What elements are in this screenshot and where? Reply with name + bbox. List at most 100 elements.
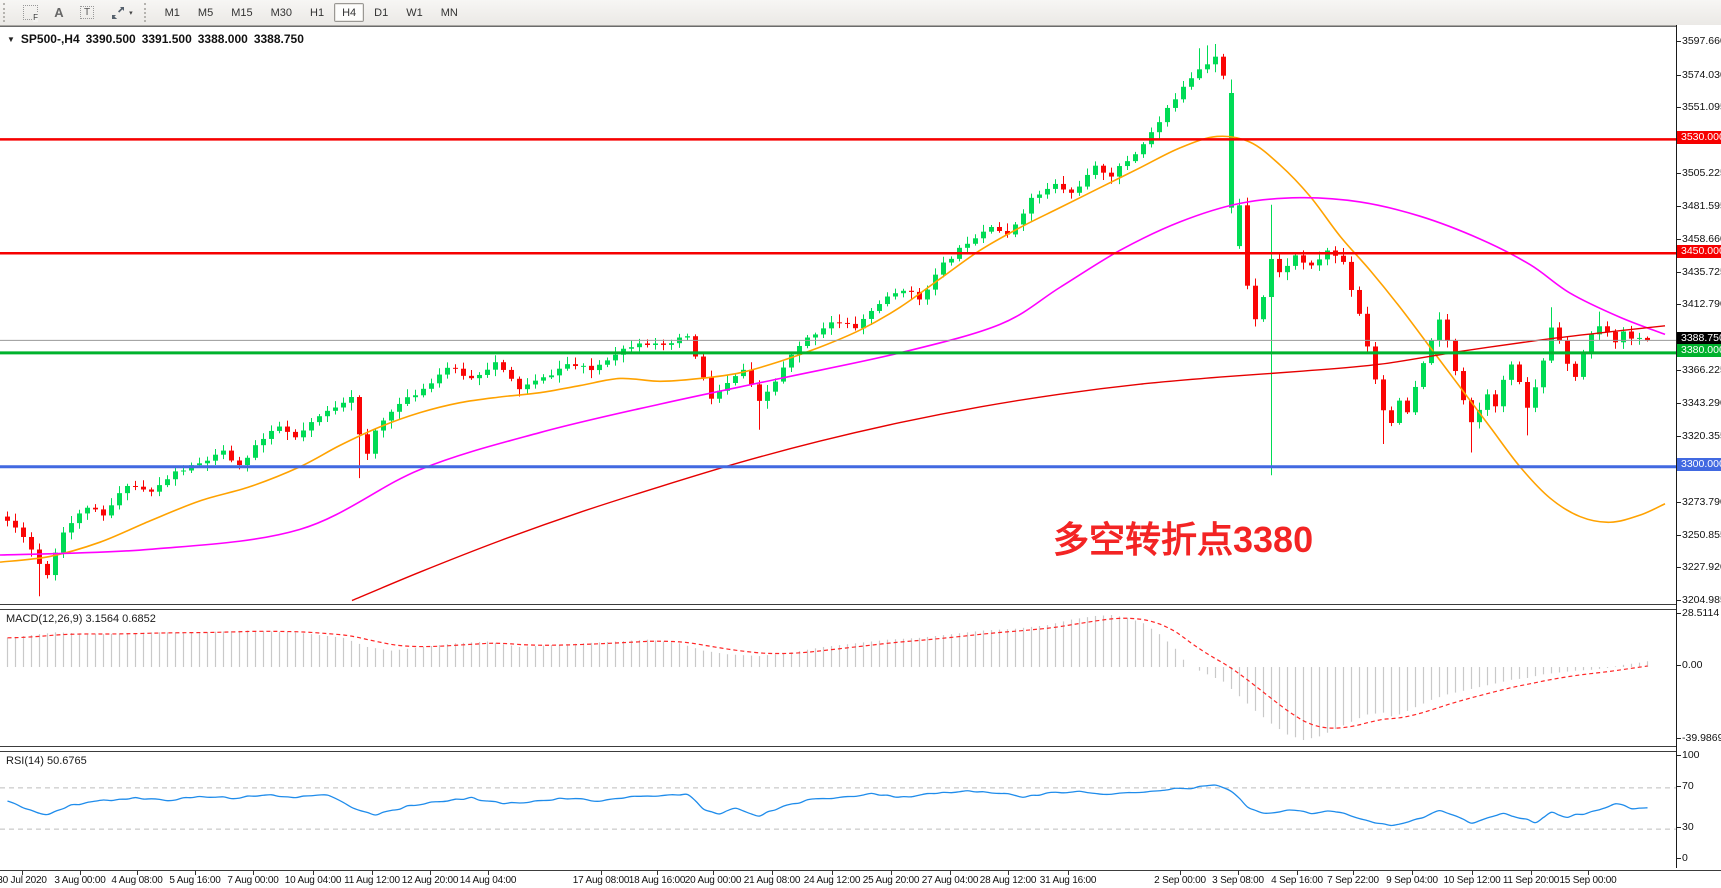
pattern-grid-icon[interactable]: F	[16, 2, 45, 23]
time-tick-mark	[372, 871, 373, 875]
timeframe-button-H1[interactable]: H1	[302, 3, 332, 22]
axis-tick-mark	[1677, 435, 1681, 437]
ma-fast-orange	[0, 135, 1666, 563]
price-level-badge: 3300.000	[1677, 458, 1721, 472]
time-tick-mark	[1238, 871, 1239, 875]
axis-tick-mark	[1677, 665, 1681, 667]
rsi-line	[7, 784, 1648, 827]
time-tick-label: 28 Aug 12:00	[979, 875, 1037, 886]
timeframe-button-M30[interactable]: M30	[263, 3, 300, 22]
close-value: 3388.750	[253, 32, 304, 46]
axis-tick-mark	[1677, 370, 1681, 372]
price-level-badge: 3388.750	[1677, 331, 1721, 345]
time-tick-label: 10 Aug 04:00	[284, 875, 342, 886]
panel-divider[interactable]	[0, 604, 1721, 610]
timeframe-button-MN[interactable]: MN	[433, 3, 466, 22]
time-tick-mark	[1297, 871, 1298, 875]
price-level-badge: 3380.000	[1677, 344, 1721, 358]
panel-divider[interactable]	[0, 746, 1721, 752]
price-tick-label: 3412.790	[1682, 298, 1721, 311]
macd-canvas[interactable]	[0, 610, 1676, 746]
timeframe-button-M15[interactable]: M15	[223, 3, 260, 22]
timeframe-button-M5[interactable]: M5	[190, 3, 221, 22]
timeframe-button-M1[interactable]: M1	[157, 3, 188, 22]
axis-tick-mark	[1677, 271, 1681, 273]
price-tick-label: 3250.855	[1682, 528, 1721, 541]
text-box-icon[interactable]: T	[73, 2, 101, 23]
time-tick-label: 24 Aug 12:00	[803, 875, 861, 886]
macd-panel[interactable]: MACD(12,26,9) 3.1564 0.6852	[0, 610, 1721, 746]
price-tick-label: 3435.725	[1682, 265, 1721, 278]
time-tick-mark	[891, 871, 892, 875]
axis-tick-mark	[1677, 827, 1681, 829]
price-tick-label: 3458.660	[1682, 232, 1721, 245]
price-tick-label: 3574.030	[1682, 68, 1721, 81]
time-tick-label: 14 Aug 04:00	[459, 875, 517, 886]
rsi-label: RSI(14) 50.6765	[6, 755, 87, 767]
time-tick-mark	[313, 871, 314, 875]
time-tick-mark	[1353, 871, 1354, 875]
time-tick-mark	[253, 871, 254, 875]
price-chart-canvas[interactable]	[0, 27, 1676, 604]
macd-tick-label: 0.00	[1682, 659, 1703, 672]
macd-signal-line	[7, 617, 1648, 729]
rsi-tick-label: 70	[1682, 779, 1694, 792]
rsi-panel[interactable]: RSI(14) 50.6765	[0, 752, 1721, 870]
time-tick-label: 21 Aug 08:00	[743, 875, 801, 886]
time-tick-mark	[430, 871, 431, 875]
price-tick-label: 3366.225	[1682, 364, 1721, 377]
time-tick-label: 7 Sep 22:00	[1327, 875, 1379, 886]
time-tick-mark	[950, 871, 951, 875]
price-axis[interactable]: 3597.660 3574.030 3551.095 3505.225 3481.595…	[1676, 25, 1721, 868]
timeframe-button-D1[interactable]: D1	[366, 3, 396, 22]
axis-tick-mark	[1677, 304, 1681, 306]
time-axis[interactable]: 30 Jul 2020 3 Aug 00:00 4 Aug 08:00 5 Aug 1…	[0, 870, 1721, 888]
dropdown-caret-icon: ▾	[129, 9, 133, 17]
axis-tick-mark	[1677, 107, 1681, 109]
time-tick-label: 30 Jul 2020	[0, 875, 47, 886]
time-tick-label: 20 Aug 00:00	[684, 875, 742, 886]
price-tick-label: 3273.790	[1682, 496, 1721, 509]
text-label-icon[interactable]: A	[47, 2, 71, 23]
price-level-badge: 3450.000	[1677, 244, 1721, 258]
time-tick-mark	[1531, 871, 1532, 875]
time-tick-mark	[137, 871, 138, 875]
time-tick-mark	[22, 871, 23, 875]
low-value: 3388.000	[197, 32, 248, 46]
axis-tick-mark	[1677, 534, 1681, 536]
time-tick-label: 18 Aug 16:00	[628, 875, 686, 886]
time-tick-label: 3 Sep 08:00	[1212, 875, 1264, 886]
time-tick-mark	[657, 871, 658, 875]
candlesticks	[5, 43, 1650, 597]
toolbar: F A T ▾ M1 M5 M15 M30 H1 H4 D1 W1 MN	[0, 0, 1721, 26]
price-chart-panel[interactable]: ▼ SP500-,H4 3390.500 3391.500 3388.000 3…	[0, 26, 1721, 604]
macd-label: MACD(12,26,9) 3.1564 0.6852	[6, 613, 156, 625]
time-tick-mark	[1008, 871, 1009, 875]
timeframe-button-W1[interactable]: W1	[398, 3, 431, 22]
time-tick-label: 25 Aug 20:00	[862, 875, 920, 886]
axis-tick-mark	[1677, 403, 1681, 405]
time-tick-label: 7 Aug 00:00	[227, 875, 279, 886]
collapse-icon[interactable]: ▼	[7, 34, 15, 44]
axis-tick-mark	[1677, 41, 1681, 42]
price-tick-label: 3320.355	[1682, 429, 1721, 442]
rsi-canvas[interactable]	[0, 752, 1676, 870]
time-tick-label: 31 Aug 16:00	[1039, 875, 1097, 886]
arrow-tools-icon[interactable]: ▾	[103, 2, 140, 23]
time-tick-mark	[832, 871, 833, 875]
time-tick-label: 11 Sep 20:00	[1502, 875, 1560, 886]
time-tick-label: 11 Aug 12:00	[344, 875, 400, 886]
rsi-tick-label: 0	[1682, 852, 1688, 864]
axis-tick-mark	[1677, 74, 1681, 76]
toolbar-grip[interactable]	[3, 3, 12, 22]
ma-mid-magenta	[0, 196, 1666, 556]
time-tick-mark	[772, 871, 773, 875]
time-tick-mark	[1472, 871, 1473, 875]
ma-slow-red	[351, 325, 1666, 602]
time-tick-label: 3 Aug 00:00	[54, 875, 106, 886]
time-tick-label: 27 Aug 04:00	[921, 875, 979, 886]
timeframe-button-H4[interactable]: H4	[334, 3, 365, 23]
toolbar-grip[interactable]	[143, 3, 153, 22]
time-tick-mark	[1180, 871, 1181, 875]
